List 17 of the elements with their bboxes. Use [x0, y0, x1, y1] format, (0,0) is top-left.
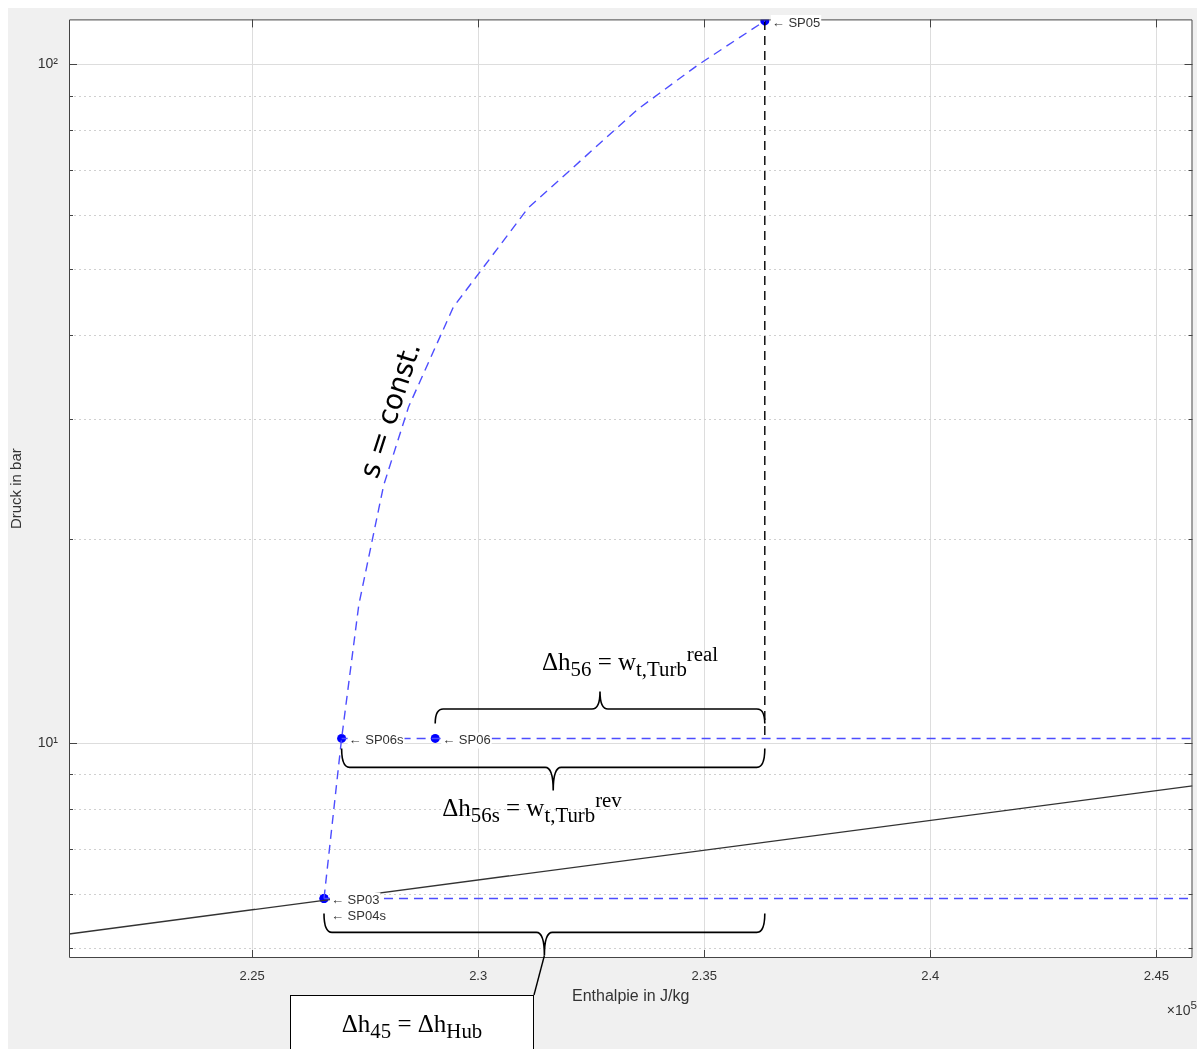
x-tick-label: 2.45 — [1143, 968, 1169, 984]
x-tick-label: 2.3 — [469, 968, 488, 984]
x-tick-label: 2.35 — [691, 968, 717, 984]
x-axis-title: Enthalpie in J/kg — [572, 986, 690, 1004]
data-label: ← SP06s — [348, 732, 405, 748]
data-label: ← SP06 — [442, 732, 491, 748]
data-label: ← SP04s — [330, 908, 387, 924]
y-tick-label: 10² — [37, 55, 59, 72]
y-tick-label: 10¹ — [37, 734, 59, 751]
x-tick-label: 2.4 — [921, 968, 940, 984]
text: ×10$^{5}$ — [1166, 998, 1197, 1018]
x-tick-label: 2.25 — [239, 968, 265, 984]
data-label: ← SP03 — [330, 892, 380, 908]
annotation: s = const. — [352, 338, 428, 482]
text: Δh$_{45}$ = Δh$_{Hub}$ — [290, 995, 534, 1049]
data-label: ← SP05 — [771, 14, 821, 30]
y-axis-title: Druck in bar — [7, 448, 25, 530]
